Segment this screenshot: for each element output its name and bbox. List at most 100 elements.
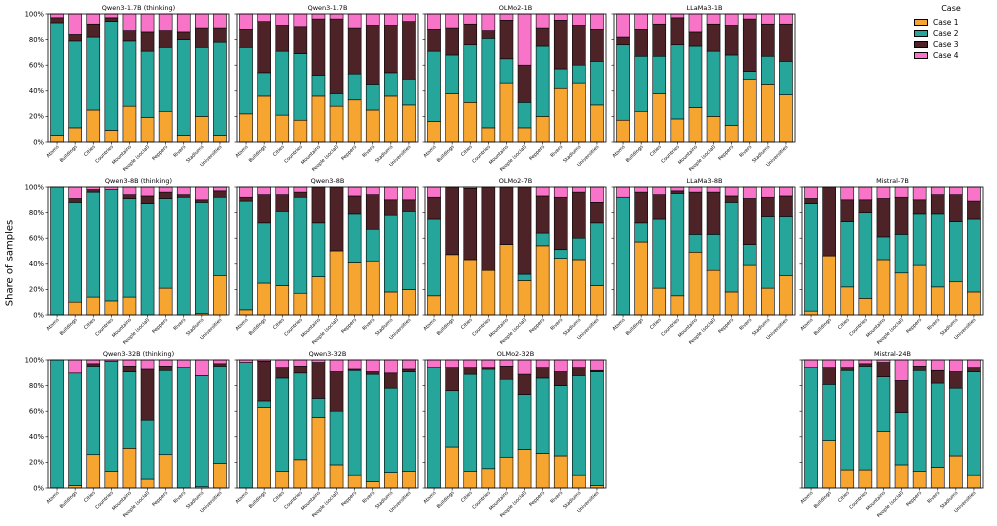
bar-universities-case-1 <box>213 135 227 143</box>
y-tick-label: 100% <box>25 356 45 364</box>
bar-atoms-case-3 <box>804 198 818 204</box>
bar-atoms-case-2 <box>616 196 630 316</box>
bar-atoms-case-2 <box>804 203 818 312</box>
panel-olmo2-32b: Atoms Buildings CitiesCountriesMountainsPe… <box>422 350 607 519</box>
bar-stadiums-case-3 <box>195 199 209 203</box>
bar-atoms-case-4 <box>239 13 253 30</box>
bar-peppers-case-1 <box>535 116 550 143</box>
bar-cities-case-3 <box>275 367 290 379</box>
bar-stadiums-case-4 <box>761 13 775 25</box>
bar-cities-case-3 <box>86 23 101 38</box>
bar-peppers-case-3 <box>535 195 550 234</box>
bar-universities-case-3 <box>402 21 416 80</box>
bar-buildings-case-3 <box>68 34 82 42</box>
x-tick-label: Rivers <box>738 317 753 332</box>
bar-buildings-case-2 <box>257 72 271 97</box>
bar-peppers-case-1 <box>535 453 550 489</box>
legend-item-case-4: Case 4 <box>914 50 959 60</box>
bar-peppers-case-4 <box>158 13 173 31</box>
bar-countries-case-3 <box>670 190 685 194</box>
bar-peppers-case-3 <box>724 25 739 56</box>
bar-countries-case-1 <box>293 459 308 489</box>
bar-rivers-case-4 <box>176 13 191 33</box>
bar-mountains-case-3 <box>688 31 703 47</box>
x-tick-label: Rivers <box>738 144 753 159</box>
bar-universities-case-3 <box>213 27 227 43</box>
bar-people-social-case-3 <box>706 191 721 235</box>
bar-buildings-case-4 <box>822 359 836 368</box>
bar-rivers-case-2 <box>930 213 945 288</box>
bar-buildings-case-1 <box>68 301 82 316</box>
x-tick-label: Buildings <box>248 144 268 164</box>
y-tick-label: 80% <box>29 209 45 217</box>
bar-countries-case-2 <box>293 53 308 121</box>
x-tick-label: Peppers <box>528 490 546 508</box>
y-tick-label: 0% <box>33 138 44 146</box>
bar-people-social-case-1 <box>894 464 909 489</box>
bar-peppers-case-1 <box>158 287 173 316</box>
bar-cities-case-2 <box>463 373 478 472</box>
bar-mountains-case-4 <box>122 359 137 367</box>
bar-stadiums-case-4 <box>384 359 398 374</box>
bar-stadiums-case-4 <box>384 186 398 201</box>
bar-stadiums-case-4 <box>195 359 209 376</box>
bar-peppers-case-4 <box>347 359 362 370</box>
bar-atoms-case-3 <box>239 196 253 202</box>
bar-cities-case-3 <box>463 367 478 375</box>
bar-peppers-case-2 <box>724 54 739 126</box>
bar-buildings-case-2 <box>257 400 271 408</box>
panel-olmo2-1b: Atoms Buildings CitiesCountriesMountainsPe… <box>422 4 607 173</box>
bar-buildings-case-1 <box>257 95 271 143</box>
bar-universities-case-3 <box>213 363 227 367</box>
bar-cities-case-2 <box>275 50 290 116</box>
bar-cities-case-1 <box>652 93 667 143</box>
bar-people-social-case-2 <box>706 234 721 271</box>
bar-peppers-case-1 <box>347 474 362 489</box>
bar-mountains-case-4 <box>688 186 703 193</box>
bar-buildings-case-4 <box>68 186 82 199</box>
axes-frame <box>801 186 984 316</box>
bar-rivers-case-4 <box>176 186 191 195</box>
bar-universities-case-4 <box>402 13 416 22</box>
legend-label-case-2: Case 2 <box>933 28 959 38</box>
bar-rivers-case-4 <box>365 13 380 26</box>
bar-countries-case-2 <box>104 189 119 302</box>
bar-rivers-case-4 <box>742 13 757 20</box>
bar-buildings-case-1 <box>822 255 836 316</box>
bar-cities-case-3 <box>275 194 290 212</box>
x-tick-label: Cities <box>837 317 851 331</box>
bar-atoms-case-2 <box>616 44 630 121</box>
x-tick-label: Rivers <box>926 317 941 332</box>
bar-mountains-case-4 <box>311 13 326 20</box>
bar-buildings-case-4 <box>445 13 459 29</box>
bar-universities-case-4 <box>967 186 981 202</box>
bar-universities-case-1 <box>779 94 793 143</box>
x-tick-label: Peppers <box>340 144 358 162</box>
bar-universities-case-2 <box>779 61 793 95</box>
bar-cities-case-1 <box>840 469 855 489</box>
y-tick-label: 40% <box>29 260 45 268</box>
legend-swatch-case-3 <box>914 40 928 48</box>
x-tick-label: Peppers <box>151 490 169 508</box>
bar-countries-case-2 <box>293 372 308 461</box>
bar-peppers-case-2 <box>912 213 927 266</box>
legend-label-case-1: Case 1 <box>933 17 959 27</box>
y-tick-label: 60% <box>29 235 45 243</box>
bar-people-social-case-3 <box>894 196 909 235</box>
x-tick-label: Atoms <box>422 144 437 159</box>
bar-peppers-case-4 <box>158 186 173 193</box>
bar-peppers-case-1 <box>724 125 739 143</box>
bar-countries-case-3 <box>670 17 685 46</box>
bar-atoms-case-3 <box>50 17 64 24</box>
bar-buildings-case-4 <box>257 13 271 22</box>
bar-people-social-case-4 <box>140 13 155 33</box>
x-tick-label: Rivers <box>361 144 376 159</box>
x-tick-label: Buildings <box>436 490 456 510</box>
bar-mountains-case-3 <box>499 20 514 60</box>
bar-buildings-case-2 <box>68 40 82 129</box>
panel-title: Mistral-7B <box>876 177 909 185</box>
bar-rivers-case-4 <box>930 186 945 195</box>
bar-rivers-case-2 <box>553 385 568 457</box>
bar-cities-case-2 <box>840 221 855 288</box>
x-tick-label: Atoms <box>234 490 249 505</box>
